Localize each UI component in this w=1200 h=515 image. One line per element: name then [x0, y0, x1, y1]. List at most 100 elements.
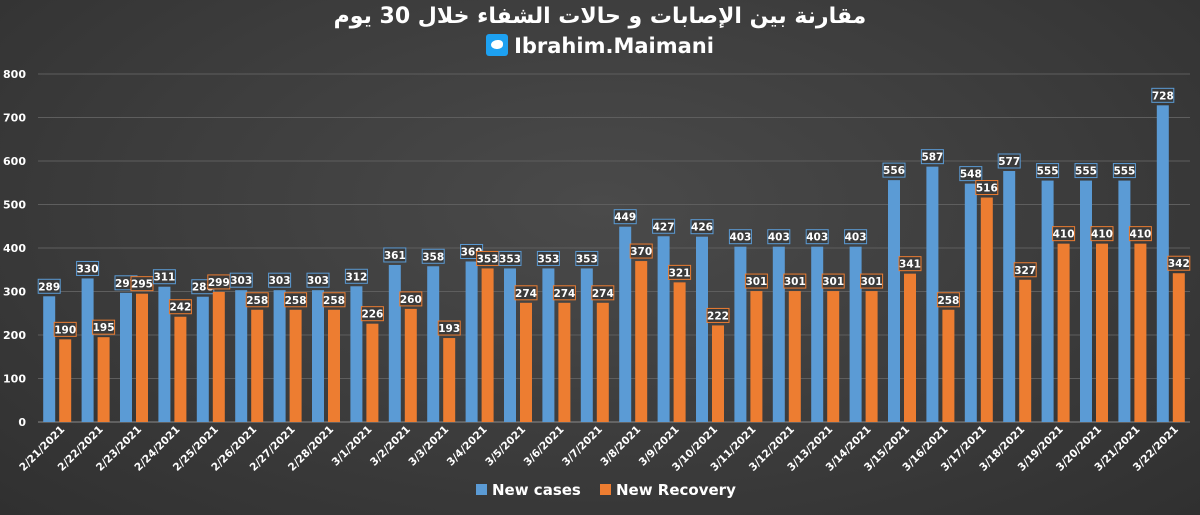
data-label-cases: 303 — [230, 275, 252, 287]
data-label-box — [92, 319, 116, 335]
data-label-box — [975, 180, 999, 196]
chart-title: مقارنة بين الإصابات و حالات الشفاء خلال … — [333, 4, 867, 29]
bar-recovery — [251, 309, 264, 422]
data-label-box — [344, 268, 368, 284]
data-label-cases: 426 — [691, 222, 713, 234]
data-label-cases: 403 — [806, 232, 828, 244]
legend-swatch-recovery — [600, 484, 611, 495]
data-label-box — [805, 229, 829, 245]
bar-recovery — [712, 325, 724, 422]
data-label-recovery: 242 — [169, 302, 191, 314]
bar-cases — [1118, 180, 1131, 422]
data-label-cases: 312 — [345, 271, 367, 283]
data-label-box — [882, 162, 906, 178]
data-label-box — [268, 272, 292, 288]
bar-cases — [542, 268, 555, 422]
bar-recovery — [1057, 243, 1070, 422]
bar-recovery — [1172, 273, 1185, 422]
data-label-box — [920, 149, 944, 165]
bar-recovery — [635, 261, 648, 422]
bar-cases — [888, 180, 900, 422]
bar-cases — [427, 266, 440, 422]
y-tick-label: 500 — [3, 199, 26, 212]
bar-recovery — [97, 337, 110, 422]
data-label-box — [706, 307, 730, 323]
data-label-box — [399, 291, 423, 307]
data-label-box — [575, 250, 599, 266]
data-label-cases: 353 — [576, 253, 598, 265]
data-label-cases: 403 — [845, 232, 867, 244]
bar-cases — [1003, 171, 1016, 422]
data-label-box — [821, 273, 845, 289]
data-label-recovery: 301 — [861, 276, 883, 288]
bar-cases — [926, 166, 939, 422]
bar-cases — [388, 264, 401, 422]
data-label-cases: 303 — [307, 275, 329, 287]
data-label-box — [591, 285, 615, 301]
data-label-recovery: 301 — [745, 276, 767, 288]
data-label-cases: 311 — [153, 272, 175, 284]
data-label-box — [767, 229, 791, 245]
data-label-box — [629, 243, 653, 259]
data-label-box — [783, 273, 807, 289]
data-label-box — [1013, 262, 1037, 278]
data-label-box — [37, 278, 61, 294]
y-tick-label: 200 — [3, 329, 26, 342]
data-label-recovery: 341 — [899, 259, 921, 271]
bar-cases — [120, 292, 132, 422]
data-label-recovery: 193 — [438, 323, 460, 335]
data-label-recovery: 274 — [592, 288, 614, 300]
author-handle-text: Ibrahim.Maimani — [514, 34, 714, 58]
bar-cases — [1156, 105, 1169, 422]
data-label-cases: 289 — [38, 281, 60, 293]
bar-recovery — [289, 309, 302, 422]
data-label-cases: 587 — [921, 152, 943, 164]
bar-cases — [235, 290, 248, 422]
y-tick-label: 400 — [3, 242, 26, 255]
data-label-recovery: 370 — [630, 246, 652, 258]
data-label-box — [668, 264, 692, 280]
data-label-box — [1090, 226, 1114, 242]
data-label-cases: 353 — [499, 253, 521, 265]
data-label-cases: 303 — [269, 275, 291, 287]
data-label-cases: 403 — [729, 232, 751, 244]
x-tick-label: 3/1/2021 — [330, 424, 375, 469]
data-label-box — [229, 272, 253, 288]
data-label-cases: 330 — [77, 263, 99, 275]
bar-recovery — [328, 309, 340, 422]
data-label-box — [498, 250, 522, 266]
data-label-box — [76, 260, 100, 276]
bar-recovery — [366, 323, 379, 422]
data-label-recovery: 195 — [93, 322, 115, 334]
bar-recovery — [865, 291, 878, 422]
data-label-box — [245, 292, 269, 308]
bar-recovery — [904, 273, 916, 422]
x-tick-label: 3/6/2021 — [522, 424, 567, 469]
data-label-cases: 555 — [1037, 166, 1059, 178]
data-label-box — [860, 273, 884, 289]
data-label-box — [613, 209, 637, 225]
bar-cases — [772, 246, 785, 422]
data-label-cases: 361 — [384, 250, 406, 262]
data-label-cases: 449 — [614, 212, 636, 224]
bar-recovery — [520, 302, 532, 422]
y-tick-label: 300 — [3, 286, 26, 299]
bar-recovery — [596, 302, 609, 422]
bar-recovery — [136, 293, 148, 422]
data-label-recovery: 258 — [323, 295, 345, 307]
data-label-recovery: 274 — [515, 288, 537, 300]
y-tick-label: 0 — [18, 416, 26, 429]
data-label-box — [552, 285, 576, 301]
bar-cases — [504, 268, 516, 422]
bar-recovery — [827, 291, 840, 422]
data-label-box — [437, 320, 461, 336]
bar-recovery — [1096, 243, 1108, 422]
data-label-cases: 369 — [461, 246, 483, 258]
bar-recovery — [558, 302, 571, 422]
x-tick-label: 3/4/2021 — [445, 424, 490, 469]
bar-cases — [849, 246, 862, 422]
data-label-box — [1036, 163, 1060, 179]
data-label-box — [997, 153, 1021, 169]
bar-recovery — [174, 316, 187, 422]
data-label-box — [152, 269, 176, 285]
